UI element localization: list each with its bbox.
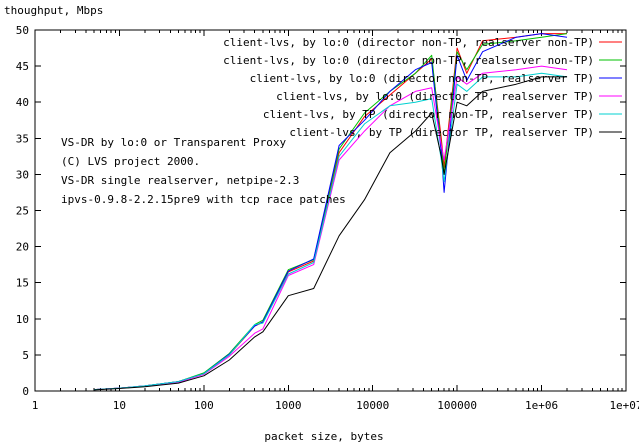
x-tick-label: 1000 <box>275 399 302 412</box>
x-tick-label: 100000 <box>437 399 477 412</box>
x-tick-label: 1e+06 <box>525 399 558 412</box>
y-tick-label: 50 <box>16 24 29 37</box>
series-layer <box>93 33 568 391</box>
series-line-1 <box>93 33 567 391</box>
x-tick-label: 1 <box>32 399 39 412</box>
legend-entry-label: client-lvs, by lo:0 (director non-TP, re… <box>223 36 594 49</box>
y-tick-label: 40 <box>16 96 29 109</box>
plot-frame <box>34 29 627 392</box>
y-tick-label: 30 <box>16 168 29 181</box>
annotation-line: VS-DR single realserver, netpipe-2.3 <box>61 174 299 187</box>
y-tick-label: 20 <box>16 241 29 254</box>
annotation-line: VS-DR by lo:0 or Transparent Proxy <box>61 136 287 149</box>
series-line-3 <box>93 33 568 391</box>
annotation-line: (C) LVS project 2000. <box>61 155 200 168</box>
x-tick-label: 10 <box>113 399 126 412</box>
legend-entry-label: client-lvs, by lo:0 (director non-TP, re… <box>250 72 594 85</box>
legend-entry-label: client-lvs, by lo:0 (director TP, realse… <box>276 90 594 103</box>
y-tick-label: 15 <box>16 277 29 290</box>
y-axis-label: thoughput, Mbps <box>4 4 103 17</box>
legend-entry-label: client-lvs, by TP (director TP, realserv… <box>289 126 594 139</box>
annotation-line: ipvs-0.9.8-2.2.15pre9 with tcp race patc… <box>61 193 346 206</box>
y-tick-label: 0 <box>22 385 29 398</box>
series-line-4 <box>93 65 568 391</box>
legend-entry-label: client-lvs, by TP (director non-TP, real… <box>263 108 594 121</box>
x-tick-label: 1e+07 <box>609 399 639 412</box>
legend: client-lvs, by lo:0 (director non-TP, re… <box>223 36 622 139</box>
series-line-6 <box>93 76 567 391</box>
annotations: VS-DR by lo:0 or Transparent Proxy (C) LV… <box>61 136 346 206</box>
series-line-2 <box>93 33 568 391</box>
legend-entry-label: client-lvs, by lo:0 (director non-TP, re… <box>223 54 594 67</box>
y-tick-label: 35 <box>16 132 29 145</box>
x-axis-label: packet size, bytes <box>264 430 383 443</box>
y-tick-label: 5 <box>22 349 29 362</box>
series-line-5 <box>93 72 568 391</box>
x-tick-label: 10000 <box>356 399 389 412</box>
x-tick-label: 100 <box>194 399 214 412</box>
y-tick-label: 10 <box>16 313 29 326</box>
y-tick-label: 45 <box>16 60 29 73</box>
y-tick-label: 25 <box>16 205 29 218</box>
